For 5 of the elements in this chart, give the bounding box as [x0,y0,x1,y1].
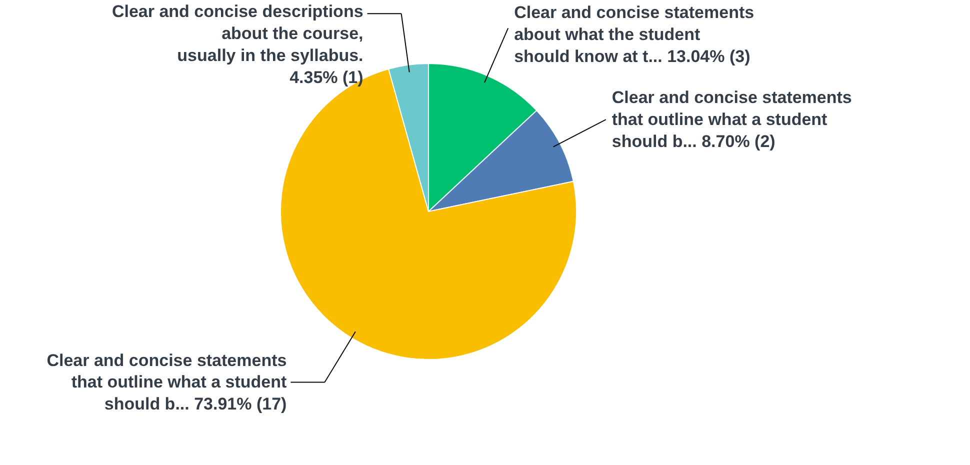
slice-label: Clear and concise statements that outline what a student should b... 73.91% (17) [46,350,288,414]
slice-label: Clear and concise statements that outline what a student should b... 8.70% (2) [612,88,852,151]
slice-label: Clear and concise descriptions about the course, usually in the syllabus. [112,2,364,65]
data-label: 4.35% (1) [290,68,364,87]
slice-label: Clear and concise statements about what the student should know at t... 13.04% (3) [514,3,754,66]
